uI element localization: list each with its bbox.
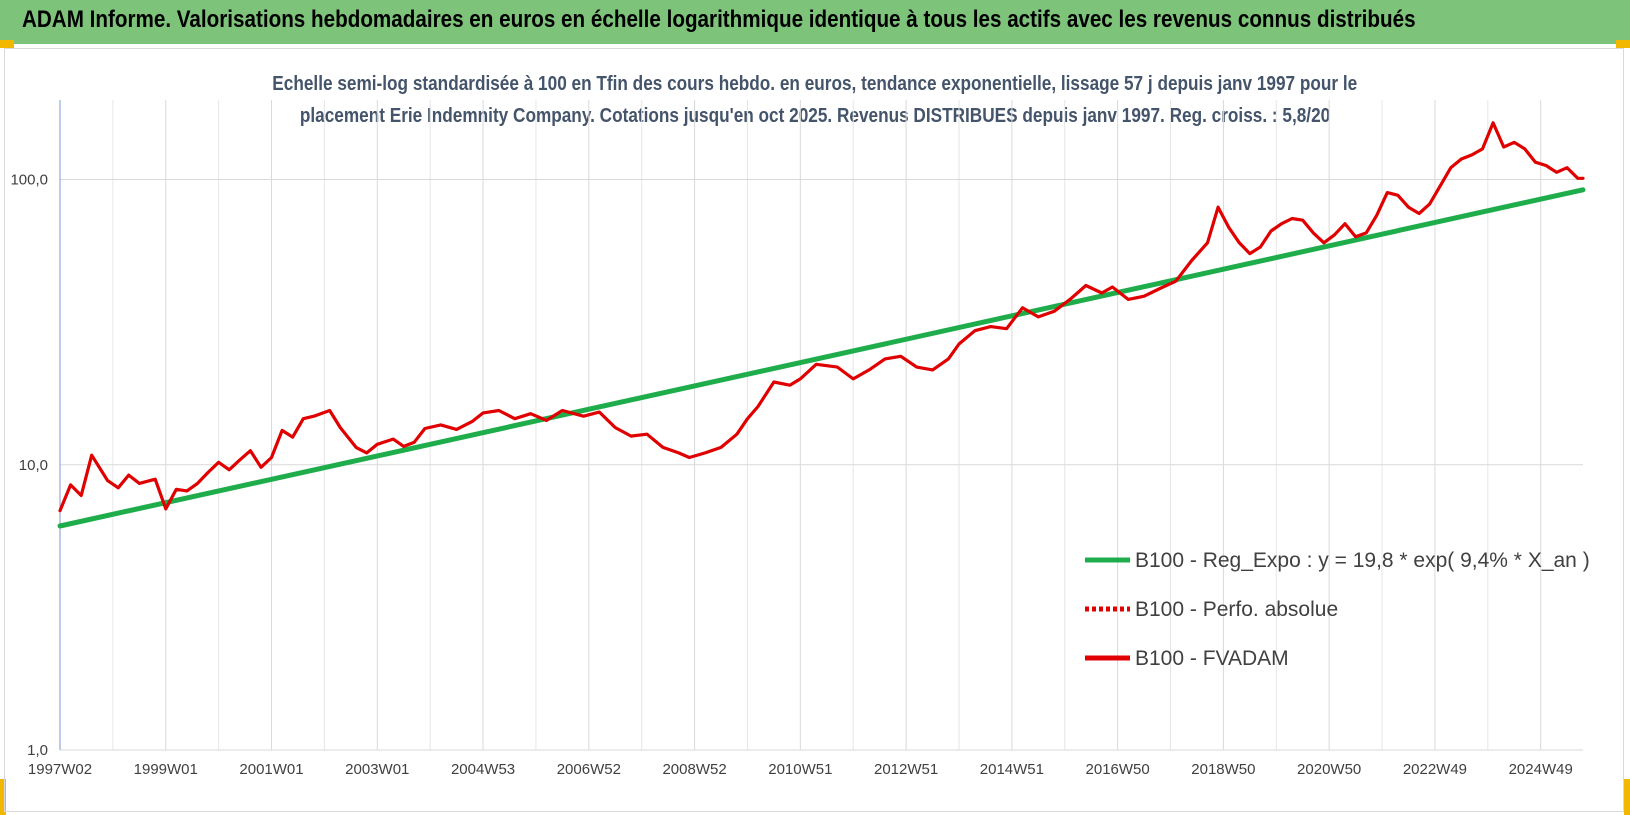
chart-frame [4, 48, 1624, 812]
chart-title-line-2: placement Erie Indemnity Company. Cotati… [299, 105, 1331, 127]
corner-marker-bottom-right [1624, 779, 1630, 815]
x-tick-label: 2020W50 [1297, 761, 1361, 778]
x-tick-label: 2022W49 [1403, 761, 1467, 778]
y-tick-label: 100,0 [10, 172, 48, 189]
legend-label: B100 - Reg_Expo : y = 19,8 * exp( 9,4% *… [1135, 549, 1590, 572]
legend-label: B100 - FVADAM [1135, 647, 1289, 670]
report-banner: ADAM Informe. Valorisations hebdomadaire… [0, 0, 1630, 44]
fvadam-line [58, 121, 1585, 513]
x-tick-label: 2008W52 [662, 761, 726, 778]
x-tick-label: 2006W52 [557, 761, 621, 778]
x-tick-label: 1999W01 [134, 761, 198, 778]
corner-marker-bottom-left [0, 779, 6, 815]
corner-marker-top-left [0, 40, 14, 48]
x-tick-label: 1997W02 [28, 761, 92, 778]
chart-title: Echelle semi-log standardisée à 100 en T… [130, 68, 1500, 132]
y-tick-label: 1,0 [27, 742, 48, 759]
x-tick-label: 2014W51 [980, 761, 1044, 778]
x-tick-label: 2004W53 [451, 761, 515, 778]
x-tick-label: 2024W49 [1509, 761, 1573, 778]
chart-title-line-1: Echelle semi-log standardisée à 100 en T… [272, 73, 1358, 95]
x-tick-label: 2012W51 [874, 761, 938, 778]
x-tick-label: 2016W50 [1086, 761, 1150, 778]
trend-line [57, 187, 1586, 529]
legend-label: B100 - Perfo. absolue [1135, 598, 1338, 621]
x-tick-label: 2003W01 [345, 761, 409, 778]
report-banner-text: ADAM Informe. Valorisations hebdomadaire… [22, 6, 1416, 33]
x-tick-label: 2018W50 [1191, 761, 1255, 778]
x-tick-label: 2010W51 [768, 761, 832, 778]
x-tick-label: 2001W01 [239, 761, 303, 778]
y-tick-label: 10,0 [19, 457, 48, 474]
corner-marker-top-right [1616, 40, 1630, 48]
